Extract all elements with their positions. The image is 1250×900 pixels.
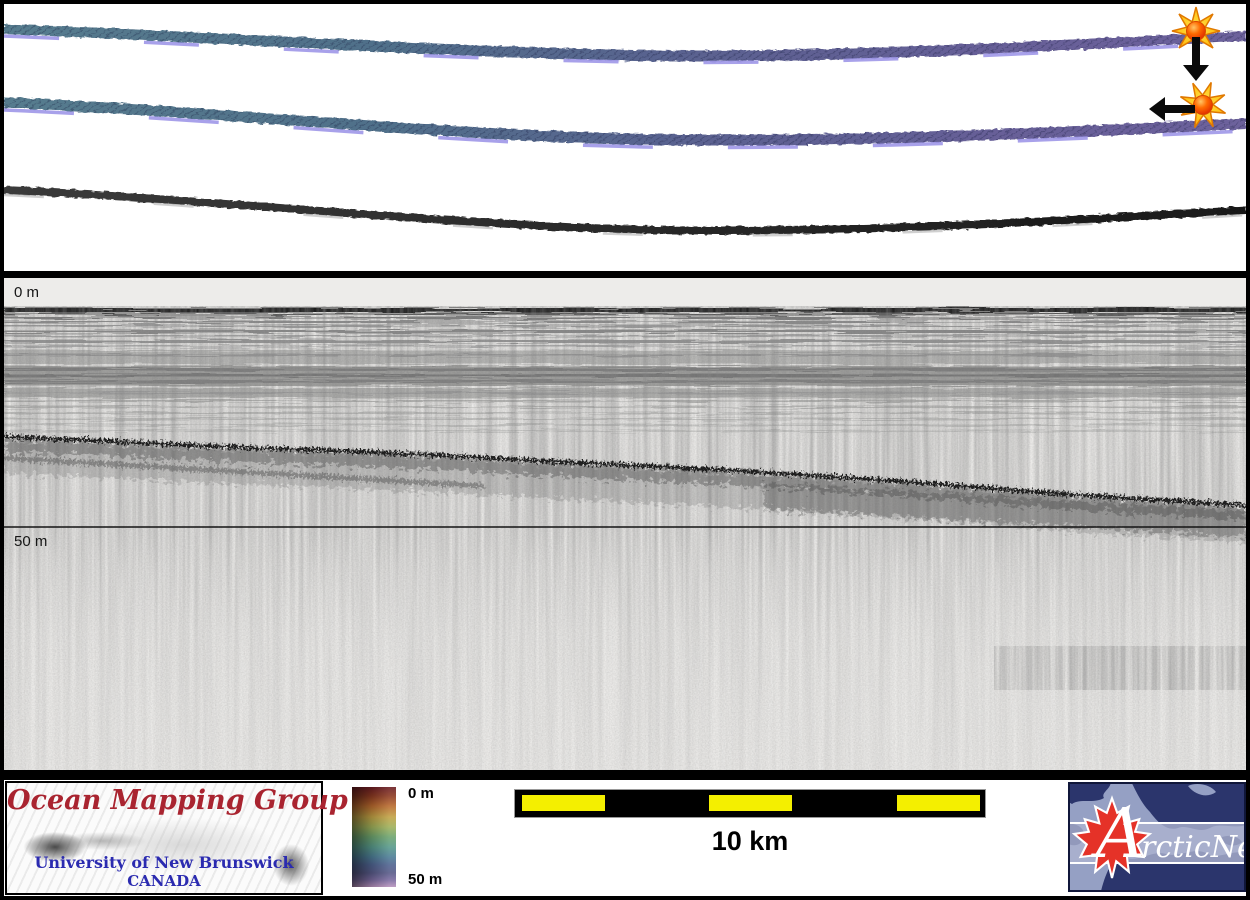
arcticnet-rest: rcticNet [1141, 830, 1244, 865]
track-ribbon-3 [4, 186, 1246, 235]
depth-label-0m: 0 m [14, 284, 39, 301]
arcticnet-wordmark: ArcticNet [1096, 786, 1244, 884]
track-ribbon-2 [4, 97, 1246, 146]
scalebar-segment [897, 795, 980, 811]
scale-bar [514, 789, 986, 818]
arcticnet-logo: ArcticNet [1068, 782, 1246, 892]
echogram-canvas: 0 m 50 m [4, 278, 1246, 770]
speckle-noise [4, 306, 1246, 770]
colorbar-gradient [352, 787, 396, 887]
starburst-core [1193, 95, 1213, 115]
arrow-down-icon [1183, 37, 1209, 81]
colorbar-label-bottom: 50 m [408, 871, 443, 888]
impact-marker-down [1171, 6, 1221, 81]
swath-track-panel [4, 4, 1246, 271]
scalebar-label: 10 km [711, 826, 789, 856]
track-ribbon-1 [4, 24, 1246, 62]
maple-leaf-canvas [1071, 795, 1153, 879]
colorbar-label-top: 0 m [408, 785, 434, 802]
scalebar-segment [709, 795, 792, 811]
depth-label-50m: 50 m [14, 533, 47, 550]
omg-title: Ocean Mapping Group [7, 785, 348, 816]
arcticnet-initial: A [1096, 795, 1146, 874]
depth-colorbar: 0 m 50 m [352, 785, 472, 889]
ribbon-2-sun-edge [4, 108, 1246, 150]
maple-leaf-icon [1071, 795, 1153, 879]
omg-subtitle: University of New Brunswick [34, 853, 294, 872]
omg-logo: Ocean Mapping Group University of New Br… [5, 781, 348, 895]
echogram-panel: 0 m 50 m [4, 278, 1246, 770]
omg-country: CANADA [127, 872, 201, 890]
impact-marker-left [1149, 82, 1226, 128]
footer-bar: Ocean Mapping Group University of New Br… [4, 780, 1246, 896]
scalebar-segment [522, 795, 605, 811]
arrow-left-icon [1149, 97, 1195, 121]
track-ribbons-canvas [4, 6, 1246, 237]
